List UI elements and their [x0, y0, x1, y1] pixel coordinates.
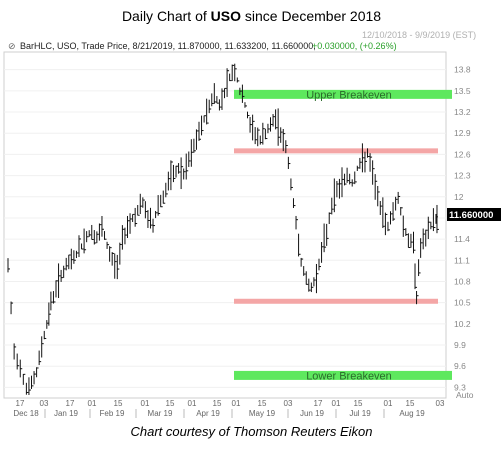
x-day-label: 15 — [114, 399, 123, 408]
x-day-label: 17 — [66, 399, 75, 408]
date-range: 12/10/2018 - 9/9/2019 (EST) — [362, 30, 477, 40]
ohlc-bars — [7, 63, 439, 396]
resistance-band — [234, 298, 438, 304]
x-month-label: May 19 — [249, 409, 276, 418]
x-day-label: 15 — [213, 399, 222, 408]
y-tick-label: 10.5 — [454, 298, 471, 308]
x-day-label: 01 — [232, 399, 241, 408]
y-tick-label: 12.6 — [454, 149, 471, 159]
x-axis-day-labels: 17 03 17 01 15 01 15 01 15 01 15 03 17 01 15 01 15 03 — [16, 399, 445, 408]
y-axis-ticks: 13.813.513.212.912.612.31211.711.411.110… — [454, 65, 471, 393]
x-month-label: Apr 19 — [196, 409, 220, 418]
x-month-label: Dec 18 — [13, 409, 39, 418]
plot-frame — [3, 51, 447, 399]
band-label: Upper Breakeven — [306, 89, 392, 101]
x-day-label: 15 — [258, 399, 267, 408]
chart-caption: Chart courtesy of Thomson Reuters Eikon — [130, 424, 373, 439]
y-tick-label: 10.8 — [454, 276, 471, 286]
chart-title: Daily Chart of USO since December 2018 — [0, 8, 503, 24]
breakeven-band — [234, 89, 452, 99]
x-month-label: Feb 19 — [100, 409, 125, 418]
band-label: Lower Breakeven — [306, 370, 392, 382]
y-tick-label: 12.3 — [454, 171, 471, 181]
x-day-label: 15 — [406, 399, 415, 408]
x-month-label: Jul 19 — [349, 409, 371, 418]
y-tick-label: 13.5 — [454, 86, 471, 96]
price-chart: Upper Breakeven Lower Breakeven ⊘ BarHLC,… — [3, 41, 501, 418]
reference-bands: Upper Breakeven Lower Breakeven — [234, 89, 452, 382]
x-day-label: 01 — [188, 399, 197, 408]
x-day-label: 03 — [40, 399, 49, 408]
title-suffix: since December 2018 — [240, 8, 382, 24]
y-tick-label: 11.1 — [454, 255, 470, 265]
x-day-label: 01 — [384, 399, 393, 408]
x-month-label: Jan 19 — [54, 409, 79, 418]
y-tick-label: 10.2 — [454, 319, 471, 329]
y-tick-label: 13.8 — [454, 65, 471, 75]
x-axis-month-labels: Dec 18 Jan 19 Feb 19 Mar 19 Apr 19 May 19 Jun … — [13, 409, 425, 418]
x-day-label: 17 — [314, 399, 323, 408]
y-tick-label: 9.3 — [454, 382, 466, 392]
x-month-label: Aug 19 — [399, 409, 425, 418]
y-tick-label: 11.4 — [454, 234, 470, 244]
y-tick-label: 9.6 — [454, 361, 466, 371]
x-day-label: 01 — [332, 399, 341, 408]
x-day-label: 17 — [16, 399, 25, 408]
last-price-label: 11.660000 — [449, 210, 493, 221]
x-day-label: 03 — [284, 399, 293, 408]
y-tick-label: 12 — [454, 192, 464, 202]
x-day-label: 01 — [88, 399, 97, 408]
x-month-label: Jun 19 — [300, 409, 325, 418]
auto-label[interactable]: Auto — [456, 390, 474, 400]
x-day-label: 03 — [436, 399, 445, 408]
x-day-label: 15 — [354, 399, 363, 408]
y-tick-label: 13.2 — [454, 107, 471, 117]
last-price-badge — [447, 208, 501, 221]
title-ticker: USO — [210, 8, 241, 24]
y-tick-label: 12.9 — [454, 128, 471, 138]
x-day-label: 15 — [166, 399, 175, 408]
resistance-band — [234, 148, 438, 154]
legend-change: +0.030000, (+0.26%) — [312, 41, 397, 51]
legend: ⊘ BarHLC, USO, Trade Price, 8/21/2019, 1… — [8, 41, 397, 51]
x-day-label: 01 — [141, 399, 150, 408]
y-tick-label: 9.9 — [454, 340, 466, 350]
legend-label: BarHLC, USO, Trade Price, 8/21/2019, 11.… — [20, 41, 316, 51]
title-prefix: Daily Chart of — [121, 8, 211, 24]
breakeven-band — [234, 370, 452, 380]
x-month-label: Mar 19 — [148, 409, 173, 418]
legend-icon: ⊘ — [8, 41, 16, 51]
